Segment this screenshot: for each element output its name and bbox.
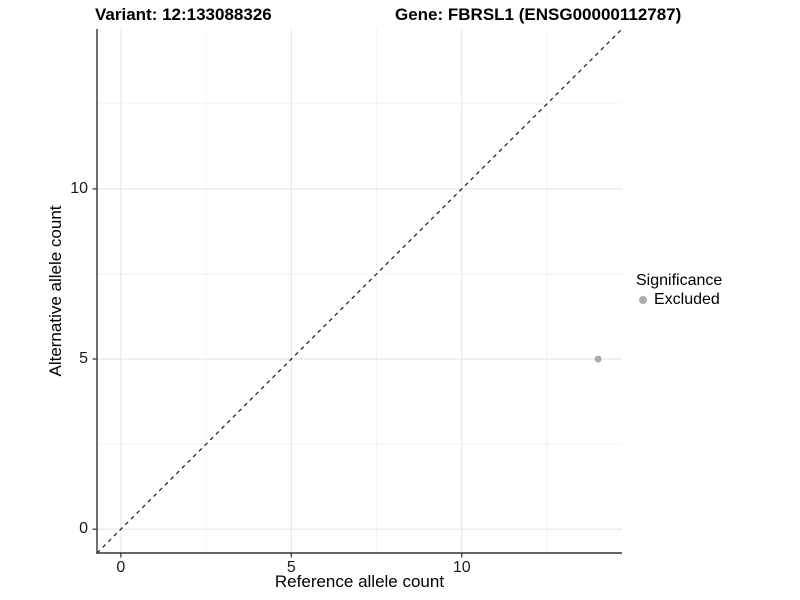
y-tick-label: 5 [79, 350, 88, 368]
plot-title-gene: Gene: FBRSL1 (ENSG00000112787) [395, 5, 682, 24]
x-tick-label: 5 [286, 559, 296, 576]
legend-point-swatch-icon [639, 295, 647, 304]
legend-title: Significance [636, 272, 723, 289]
x-axis-title: Reference allele count [274, 572, 445, 591]
y-tick-label: 0 [79, 520, 88, 538]
plot-title-variant: Variant: 12:133088326 [95, 5, 272, 24]
legend: Significance Excluded [636, 271, 722, 309]
x-tick-label: 0 [116, 559, 126, 576]
y-tick-label: 10 [70, 179, 88, 197]
data-point [594, 355, 602, 363]
legend-item-excluded: Excluded [636, 290, 722, 309]
x-tick-label: 10 [452, 559, 471, 576]
identity-dashed-line [96, 28, 623, 554]
legend-item-label: Excluded [654, 291, 720, 308]
